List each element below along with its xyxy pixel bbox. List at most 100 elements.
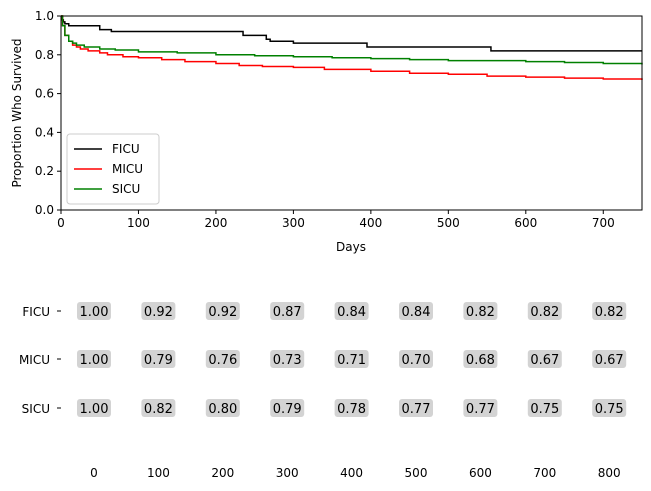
y-tick-label: 0.6: [35, 87, 54, 101]
table-cell-bg: [334, 350, 369, 368]
table-cell: 0.71: [334, 350, 369, 368]
table-cell-bg: [77, 350, 111, 368]
table-cell: 0.79: [270, 399, 305, 417]
table-cell-value: 0.92: [208, 305, 237, 320]
x-tick-label: 500: [437, 216, 460, 230]
table-cell-value: 0.76: [208, 353, 237, 368]
table-cell-value: 0.78: [337, 402, 366, 417]
series-line-ficu: [61, 15, 642, 52]
table-cell-bg: [205, 302, 240, 320]
table-x-tick-label: 500: [405, 466, 428, 480]
table-cell-value: 0.84: [337, 305, 366, 320]
table-x-tick-label: 200: [211, 466, 234, 480]
table-cell: 0.92: [205, 302, 240, 320]
x-tick-label: 100: [127, 216, 150, 230]
table-cell: 0.77: [399, 399, 433, 417]
table-cell-value: 0.67: [530, 353, 559, 368]
survival-table: FICU 1.00 0.92 0.92 0.87 0.84 0.84 0.82 0.82 0.82…: [19, 302, 627, 480]
table-cell-value: 0.79: [273, 402, 302, 417]
table-cell-bg: [527, 350, 562, 368]
table-cell: 0.78: [334, 399, 369, 417]
table-cell: 0.82: [463, 302, 498, 320]
table-cell-value: 0.82: [144, 402, 173, 417]
table-cell-bg: [270, 399, 305, 417]
table-cell-bg: [141, 399, 176, 417]
table-cell-bg: [399, 399, 433, 417]
table-cell-value: 0.84: [402, 305, 431, 320]
table-cell-bg: [270, 350, 305, 368]
table-cell-value: 0.77: [402, 402, 431, 417]
x-tick-label: 0: [57, 216, 65, 230]
survival-curves: [61, 15, 643, 81]
legend-label-sicu: SICU: [112, 182, 140, 196]
table-cell-bg: [141, 302, 176, 320]
table-row-label-ficu: FICU: [22, 305, 50, 319]
table-cell-value: 0.70: [402, 353, 431, 368]
table-cell-bg: [463, 399, 498, 417]
table-row-label-sicu: SICU: [22, 402, 50, 416]
table-cell-value: 0.82: [466, 305, 495, 320]
table-cell: 0.76: [205, 350, 240, 368]
x-axis-label: Days: [336, 240, 366, 254]
table-cell-value: 0.80: [208, 402, 237, 417]
table-row-label-micu: MICU: [19, 353, 50, 367]
table-cell: 0.68: [463, 350, 498, 368]
table-cell-bg: [399, 302, 433, 320]
table-cell: 0.75: [592, 399, 627, 417]
table-cell: 1.00: [77, 350, 111, 368]
table-cell-bg: [77, 302, 111, 320]
table-cell-bg: [205, 350, 240, 368]
table-cell-bg: [592, 399, 627, 417]
table-cell-value: 0.92: [144, 305, 173, 320]
table-cell: 0.77: [463, 399, 498, 417]
table-x-tick-label: 600: [469, 466, 492, 480]
table-cell: 0.79: [141, 350, 176, 368]
x-tick-label: 200: [204, 216, 227, 230]
legend-label-micu: MICU: [112, 162, 143, 176]
x-axis: 0 100 200 300 400 500 600 700: [57, 210, 615, 230]
table-cell-bg: [334, 302, 369, 320]
table-cell: 1.00: [77, 302, 111, 320]
table-cell: 0.87: [270, 302, 305, 320]
x-tick-label: 300: [282, 216, 305, 230]
table-cell-value: 0.82: [530, 305, 559, 320]
table-cell-bg: [270, 302, 305, 320]
table-cell: 0.92: [141, 302, 176, 320]
x-tick-label: 600: [514, 216, 537, 230]
table-x-tick-label: 800: [598, 466, 621, 480]
table-cell-value: 0.71: [337, 353, 366, 368]
table-cell: 0.70: [399, 350, 433, 368]
series-line-micu: [61, 15, 643, 81]
legend-label-ficu: FICU: [112, 142, 140, 156]
table-cell-value: 0.75: [595, 402, 624, 417]
table-cell: 0.84: [334, 302, 369, 320]
table-cell-value: 0.67: [595, 353, 624, 368]
table-cell-value: 0.79: [144, 353, 173, 368]
table-cell-bg: [463, 302, 498, 320]
y-tick-label: 1.0: [35, 9, 54, 23]
survival-plot: 0 100 200 300 400 500 600 700 0.0 0.2 0.4 0.6 0.8 1.…: [10, 9, 643, 254]
plot-frame: [60, 15, 643, 211]
table-cell-bg: [141, 350, 176, 368]
table-cell: 1.00: [77, 399, 111, 417]
table-cell-bg: [527, 399, 562, 417]
table-cell-bg: [77, 399, 111, 417]
table-x-tick-label: 700: [533, 466, 556, 480]
table-cell-value: 0.82: [595, 305, 624, 320]
y-axis: 0.0 0.2 0.4 0.6 0.8 1.0: [35, 9, 61, 217]
table-x-tick-label: 0: [90, 466, 98, 480]
y-tick-label: 0.4: [35, 125, 54, 139]
x-tick-label: 700: [592, 216, 615, 230]
table-cell-value: 1.00: [80, 402, 109, 417]
table-cell-value: 0.77: [466, 402, 495, 417]
table-cell-bg: [463, 350, 498, 368]
y-axis-label: Proportion Who Survived: [10, 38, 24, 187]
table-cell-bg: [205, 399, 240, 417]
legend: FICU MICU SICU: [66, 133, 160, 205]
table-cell: 0.84: [399, 302, 433, 320]
table-cell-value: 0.73: [273, 353, 302, 368]
y-tick-label: 0.8: [35, 48, 54, 62]
x-tick-label: 400: [359, 216, 382, 230]
table-cell: 0.67: [592, 350, 627, 368]
legend-items: FICU MICU SICU: [74, 142, 143, 196]
